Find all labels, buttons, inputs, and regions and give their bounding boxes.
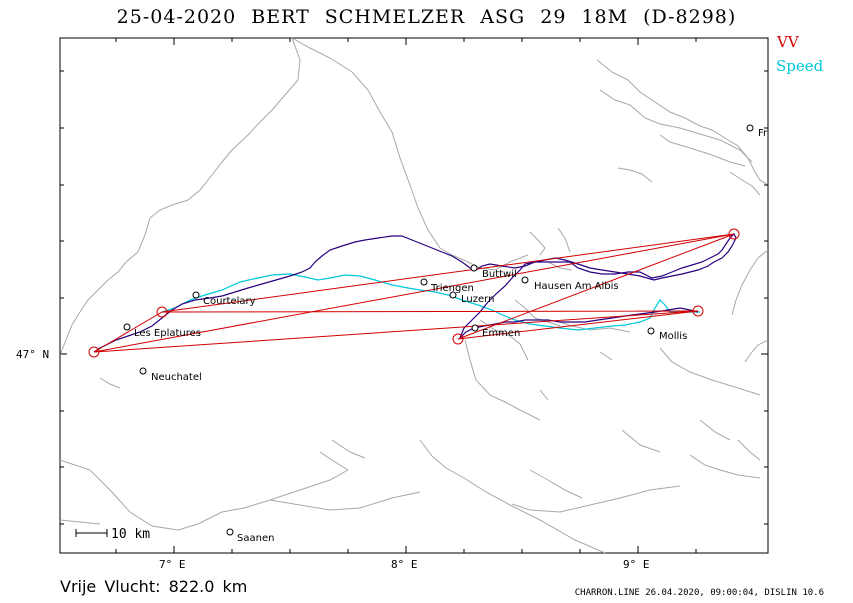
turnpoint-mollis-east (692, 305, 704, 317)
place-courtelary: Courtelary (192, 291, 256, 307)
place-luzern: Luzern (449, 291, 494, 305)
town-icon (420, 278, 428, 286)
place-triengen: Triengen (420, 278, 474, 294)
turnpoint-east (728, 228, 740, 240)
place-buttwil: Buttwil (470, 264, 517, 280)
vv-lines (93, 233, 735, 353)
town-icon (471, 324, 479, 332)
distance-label: Vrije Vlucht: (60, 577, 161, 596)
flight-title: 25-04-2020 BERT SCHMELZER ASG 29 18M (D-… (0, 6, 853, 28)
place-label: Courtelary (203, 296, 256, 307)
place-label: Hausen Am Albis (534, 281, 619, 292)
place-mollis: Mollis (647, 327, 687, 342)
geography-outlines (59, 37, 769, 554)
flight-date: 25-04-2020 (116, 6, 237, 28)
place-label: Les Eplatures (134, 328, 201, 339)
legend-speed: Speed (776, 57, 824, 75)
turnpoint-emmen (452, 333, 464, 345)
distance-summary: Vrije Vlucht: 822.0 km (60, 577, 247, 596)
x-axis-label-7e: 7° E (159, 558, 186, 571)
map-frame (59, 37, 769, 554)
axis-ticks (60, 38, 768, 553)
town-icon (470, 264, 478, 272)
turnpoints (88, 228, 740, 358)
place-fr: Fr (746, 124, 768, 139)
glider-name: ASG 29 18M (D-8298) (480, 6, 737, 28)
town-icon (746, 124, 754, 132)
town-icon (521, 276, 529, 284)
place-label: Saanen (237, 533, 274, 544)
place-label: Buttwil (482, 269, 517, 280)
place-label: Mollis (659, 331, 687, 342)
place-emmen: Emmen (471, 324, 520, 339)
place-label: Neuchatel (151, 372, 202, 383)
place-saanen: Saanen (226, 528, 274, 544)
turnpoint-start (88, 346, 100, 358)
place-neuchatel: Neuchatel (139, 367, 202, 383)
place-label: Triengen (430, 283, 474, 294)
town-icon (139, 367, 147, 375)
town-icon (647, 327, 655, 335)
distance-value: 822.0 km (168, 577, 248, 596)
pilot-name: BERT SCHMELZER (251, 6, 466, 28)
place-hausen-am-albis: Hausen Am Albis (521, 276, 619, 292)
y-axis-label-47n: 47° N (16, 348, 49, 361)
place-label: Fr (758, 128, 768, 139)
flight-track (93, 232, 737, 353)
speed-trace (161, 273, 700, 331)
legend-vv: VV (777, 33, 799, 51)
x-axis-label-8e: 8° E (391, 558, 418, 571)
places-layer: Courtelary Les Eplatures Neuchatel Saane… (123, 124, 768, 544)
x-axis-label-9e: 9° E (623, 558, 650, 571)
scale-bar: 10 km (75, 527, 150, 542)
scale-label: 10 km (111, 527, 150, 542)
town-icon (123, 323, 131, 331)
turnpoint-courtelary (156, 306, 168, 318)
town-icon (449, 291, 457, 299)
place-les-eplatures: Les Eplatures (123, 323, 201, 339)
town-icon (192, 291, 200, 299)
town-icon (226, 528, 234, 536)
place-label: Emmen (482, 328, 520, 339)
credit-line: CHARRON.LINE 26.04.2020, 09:00:04, DISLI… (574, 588, 824, 598)
place-label: Luzern (461, 294, 494, 305)
